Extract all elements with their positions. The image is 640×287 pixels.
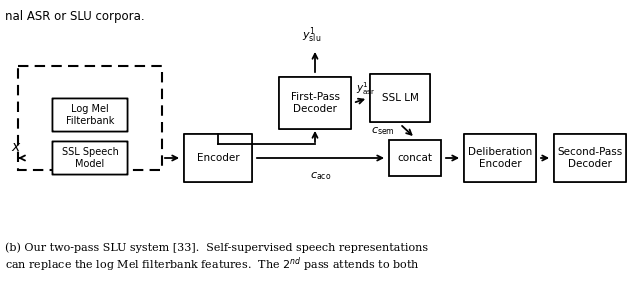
- Text: $\mathit{y}^1_{\mathrm{slu}}$: $\mathit{y}^1_{\mathrm{slu}}$: [302, 26, 322, 45]
- Text: $\mathit{c}_{\mathrm{aco}}$: $\mathit{c}_{\mathrm{aco}}$: [310, 170, 332, 182]
- Text: Log Mel
Filterbank: Log Mel Filterbank: [66, 104, 114, 126]
- FancyBboxPatch shape: [464, 134, 536, 182]
- Text: Encoder: Encoder: [196, 153, 239, 163]
- FancyBboxPatch shape: [279, 77, 351, 129]
- Text: SSL LM: SSL LM: [381, 93, 419, 103]
- Text: First-Pass
Decoder: First-Pass Decoder: [291, 92, 339, 114]
- FancyBboxPatch shape: [370, 74, 430, 122]
- Text: SSL Speech
Model: SSL Speech Model: [61, 147, 118, 169]
- Text: (b) Our two-pass SLU system [33].  Self-supervised speech representations
can re: (b) Our two-pass SLU system [33]. Self-s…: [5, 242, 428, 274]
- Text: Deliberation
Encoder: Deliberation Encoder: [468, 147, 532, 169]
- FancyBboxPatch shape: [18, 66, 162, 170]
- FancyBboxPatch shape: [184, 134, 252, 182]
- FancyBboxPatch shape: [52, 98, 127, 131]
- Text: nal ASR or SLU corpora.: nal ASR or SLU corpora.: [5, 10, 145, 23]
- Text: concat: concat: [397, 153, 433, 163]
- Text: $\mathit{x}$: $\mathit{x}$: [11, 140, 21, 154]
- FancyBboxPatch shape: [554, 134, 626, 182]
- FancyBboxPatch shape: [389, 140, 441, 176]
- Text: $\mathit{y}^1_{\mathrm{asr}}$: $\mathit{y}^1_{\mathrm{asr}}$: [356, 80, 376, 97]
- Text: $\mathit{c}_{\mathrm{sem}}$: $\mathit{c}_{\mathrm{sem}}$: [371, 125, 395, 137]
- Text: Second-Pass
Decoder: Second-Pass Decoder: [557, 147, 623, 169]
- FancyBboxPatch shape: [52, 141, 127, 174]
